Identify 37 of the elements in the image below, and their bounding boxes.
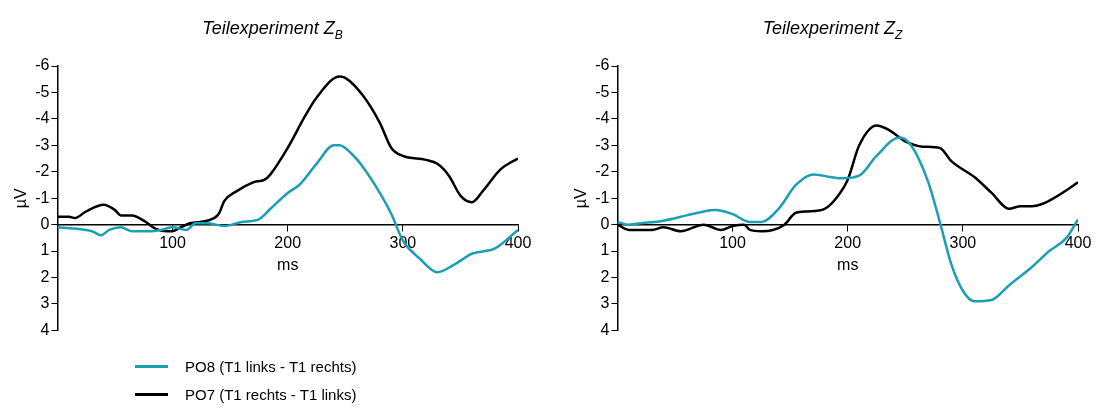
y-tick-label: 3 [600, 294, 610, 312]
x-tick-label: 400 [504, 233, 532, 251]
x-tick-label: 100 [159, 233, 187, 251]
x-tick-label: 300 [949, 233, 977, 251]
y-axis-title: µV [12, 187, 30, 209]
y-tick-label: 4 [600, 320, 610, 338]
x-tick-label: 100 [719, 233, 747, 251]
x-tick-label: 400 [1064, 233, 1092, 251]
y-tick-label: -4 [35, 109, 50, 127]
y-tick-label: -2 [595, 162, 610, 180]
y-tick-label: 1 [40, 241, 50, 259]
y-tick-label: 2 [40, 267, 50, 285]
y-tick-label: -3 [35, 135, 50, 153]
y-tick-label: -1 [595, 188, 610, 206]
x-tick-label: 200 [274, 233, 302, 251]
y-tick-label: -5 [35, 82, 50, 100]
y-tick-label: 2 [600, 267, 610, 285]
chart-title: Teilexperiment Z$_{Z}$ [761, 18, 904, 42]
y-tick-label: -3 [595, 135, 610, 153]
y-tick-label: -6 [35, 56, 50, 74]
y-axis-title: µV [572, 187, 590, 209]
chart-title: Teilexperiment Z$_{B}$ [201, 18, 344, 42]
y-tick-label: 0 [40, 215, 50, 233]
y-tick-label: -4 [595, 109, 610, 127]
legend-label: PO8 (T1 links - T1 rechts) [185, 357, 357, 375]
legend-label: PO7 (T1 rechts - T1 links) [185, 385, 357, 403]
y-tick-label: 3 [40, 294, 50, 312]
y-tick-label: 1 [600, 241, 610, 259]
y-tick-label: -2 [35, 162, 50, 180]
x-axis-title: ms [277, 255, 299, 273]
x-tick-label: 200 [834, 233, 862, 251]
y-tick-label: -5 [595, 82, 610, 100]
y-tick-label: -6 [595, 56, 610, 74]
y-tick-label: -1 [35, 188, 50, 206]
y-tick-label: 0 [600, 215, 610, 233]
x-axis-title: ms [837, 255, 859, 273]
y-tick-label: 4 [40, 320, 50, 338]
